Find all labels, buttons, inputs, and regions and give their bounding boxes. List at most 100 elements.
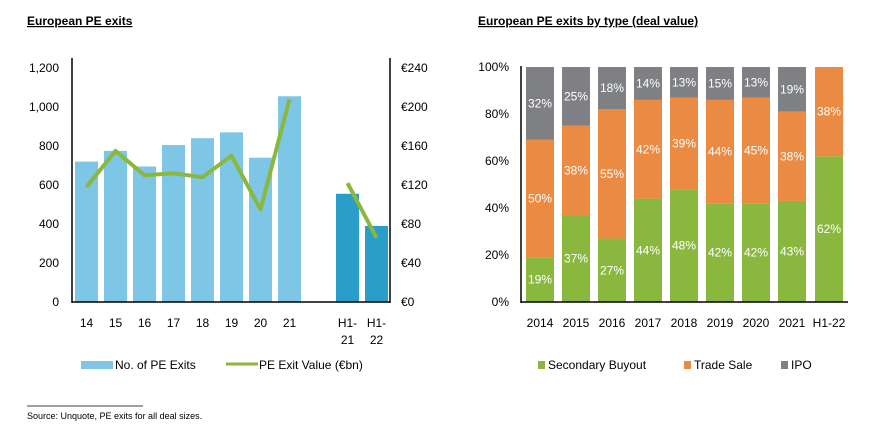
left-y-tick-label: 0 [52,295,59,309]
legend-label-trade-sale: Trade Sale [694,358,753,372]
left-y-tick-label: 400 [39,217,59,231]
legend-label-exit-value: PE Exit Value (€bn) [259,358,363,372]
bar-segment-secondary-buyout-2017 [634,198,662,302]
data-label: 27% [600,263,624,277]
bar-segment-ipo-2020 [742,67,770,98]
legend-swatch-ipo [781,361,788,369]
bar-pe-exits-H1-22 [365,225,388,302]
data-label: 18% [600,81,624,95]
data-label: 19% [528,273,552,287]
data-label: 38% [817,105,841,119]
data-label: 43% [780,244,804,258]
x-tick-label: 2019 [707,316,734,330]
right-y-tick-label: €240 [401,61,428,75]
y-tick-label: 60% [485,154,509,168]
x-tick-label: H1- [338,316,357,330]
x-tick-label: 16 [138,316,152,330]
legend-swatch-pe-exits [81,361,113,369]
y-tick-label: 20% [485,248,509,262]
legend-label-secondary-buyout: Secondary Buyout [548,358,647,372]
x-tick-label: 2016 [599,316,626,330]
bar-segment-trade-sale-2020 [742,97,770,204]
data-label: 14% [636,76,660,90]
x-tick-label: H1- [367,316,386,330]
bar-segment-ipo-2019 [706,67,734,100]
x-tick-label: 21 [283,316,297,330]
left-y-tick-label: 1,200 [29,61,59,75]
bar-segment-ipo-2014 [526,67,554,140]
data-label: 55% [600,167,624,181]
x-tick-label: 15 [109,316,123,330]
x-tick-label: 20 [254,316,268,330]
right-y-tick-label: €80 [401,217,421,231]
line-exit-value [84,98,292,212]
bar-segment-ipo-2017 [634,67,662,100]
data-label: 19% [780,82,804,96]
data-label: 44% [636,243,660,257]
data-label: 42% [636,142,660,156]
x-tick-label: 2018 [671,316,698,330]
x-tick-label: 17 [167,316,181,330]
data-label: 42% [744,246,768,260]
right-y-tick-label: €0 [401,295,415,309]
x-tick-label: 2020 [743,316,770,330]
legend-label-pe-exits: No. of PE Exits [115,358,196,372]
data-label: 25% [564,89,588,103]
bar-pe-exits-16 [133,166,156,302]
x-tick-label: 2014 [527,316,554,330]
data-label: 38% [780,149,804,163]
line-exit-value-h1 [345,182,379,239]
data-label: 39% [672,136,696,150]
x-tick-label: 2015 [563,316,590,330]
bar-segment-secondary-buyout-2015 [562,215,590,302]
data-label: 13% [672,75,696,89]
data-label: 42% [708,246,732,260]
x-tick-label: 2017 [635,316,662,330]
x-tick-label: 22 [370,333,384,347]
legend-swatch-trade-sale [684,361,691,369]
bar-pe-exits-14 [75,161,98,302]
data-label: 32% [528,96,552,110]
left-y-tick-label: 800 [39,139,59,153]
right-y-tick-label: €160 [401,139,428,153]
bar-segment-secondary-buyout-2014 [526,257,554,302]
bar-segment-secondary-buyout-2021 [778,200,806,302]
x-tick-label: H1-22 [813,316,846,330]
y-tick-label: 80% [485,107,509,121]
right-chart-title: European PE exits by type (deal value) [478,14,698,28]
bar-segment-secondary-buyout-2016 [598,238,626,302]
x-tick-label: 14 [80,316,94,330]
legend-swatch-secondary-buyout [538,361,545,369]
data-label: 38% [564,163,588,177]
bar-pe-exits-15 [104,150,127,302]
x-tick-label: 18 [196,316,210,330]
data-label: 45% [744,143,768,157]
x-tick-label: 21 [341,333,355,347]
source-note: Source: Unquote, PE exits for all deal s… [27,411,202,421]
left-chart-title: European PE exits [27,14,133,28]
y-tick-label: 40% [485,201,509,215]
bar-segment-trade-sale-2018 [670,97,698,190]
data-label: 48% [672,239,696,253]
bar-pe-exits-17 [162,145,185,302]
data-label: 50% [528,192,552,206]
left-y-tick-label: 600 [39,178,59,192]
bar-segment-secondary-buyout-2020 [742,203,770,302]
x-tick-label: 19 [225,316,239,330]
bar-pe-exits-21 [278,96,301,303]
bar-segment-trade-sale-2014 [526,139,554,258]
bar-segment-secondary-buyout-2018 [670,189,698,302]
y-tick-label: 0% [492,295,510,309]
left-y-tick-label: 1,000 [29,100,59,114]
data-label: 15% [708,76,732,90]
bar-segment-secondary-buyout-H1-22 [815,156,843,302]
bar-pe-exits-18 [191,138,214,302]
bar-segment-trade-sale-2019 [706,99,734,204]
bar-segment-secondary-buyout-2019 [706,203,734,302]
bar-pe-exits-H1-21 [336,193,359,302]
bar-segment-trade-sale-2017 [634,99,662,199]
bar-segment-trade-sale-2015 [562,125,590,216]
bar-segment-trade-sale-2021 [778,111,806,201]
